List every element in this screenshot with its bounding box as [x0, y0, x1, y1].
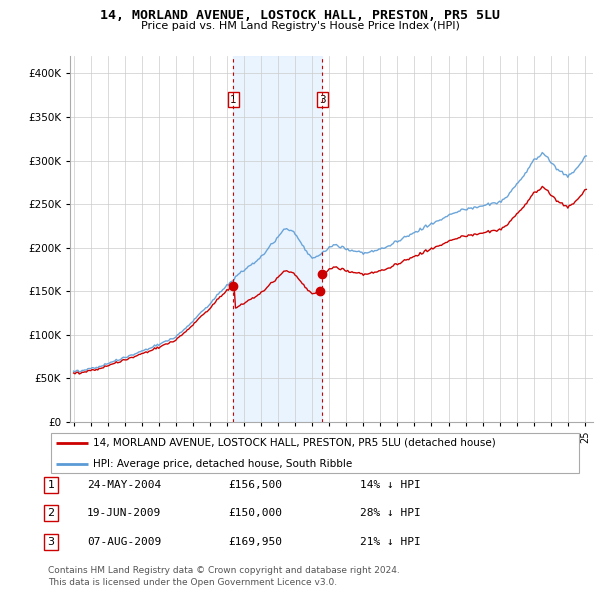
Text: 19-JUN-2009: 19-JUN-2009 [87, 509, 161, 518]
Text: Price paid vs. HM Land Registry's House Price Index (HPI): Price paid vs. HM Land Registry's House … [140, 21, 460, 31]
Text: 2: 2 [47, 509, 55, 518]
Text: 14, MORLAND AVENUE, LOSTOCK HALL, PRESTON, PR5 5LU: 14, MORLAND AVENUE, LOSTOCK HALL, PRESTO… [100, 9, 500, 22]
Text: 1: 1 [47, 480, 55, 490]
Bar [233, 56, 322, 422]
Text: 21% ↓ HPI: 21% ↓ HPI [360, 537, 421, 546]
Text: £150,000: £150,000 [228, 509, 282, 518]
Text: 14% ↓ HPI: 14% ↓ HPI [360, 480, 421, 490]
Text: 28% ↓ HPI: 28% ↓ HPI [360, 509, 421, 518]
FancyBboxPatch shape [50, 433, 580, 473]
Text: 14, MORLAND AVENUE, LOSTOCK HALL, PRESTON, PR5 5LU (detached house): 14, MORLAND AVENUE, LOSTOCK HALL, PRESTO… [94, 438, 496, 448]
Text: £169,950: £169,950 [228, 537, 282, 546]
Text: 07-AUG-2009: 07-AUG-2009 [87, 537, 161, 546]
Text: 3: 3 [47, 537, 55, 546]
Text: Contains HM Land Registry data © Crown copyright and database right 2024.
This d: Contains HM Land Registry data © Crown c… [48, 566, 400, 587]
Text: 24-MAY-2004: 24-MAY-2004 [87, 480, 161, 490]
Text: HPI: Average price, detached house, South Ribble: HPI: Average price, detached house, Sout… [94, 459, 353, 469]
Text: 1: 1 [230, 94, 237, 104]
Text: 3: 3 [319, 94, 326, 104]
Text: £156,500: £156,500 [228, 480, 282, 490]
